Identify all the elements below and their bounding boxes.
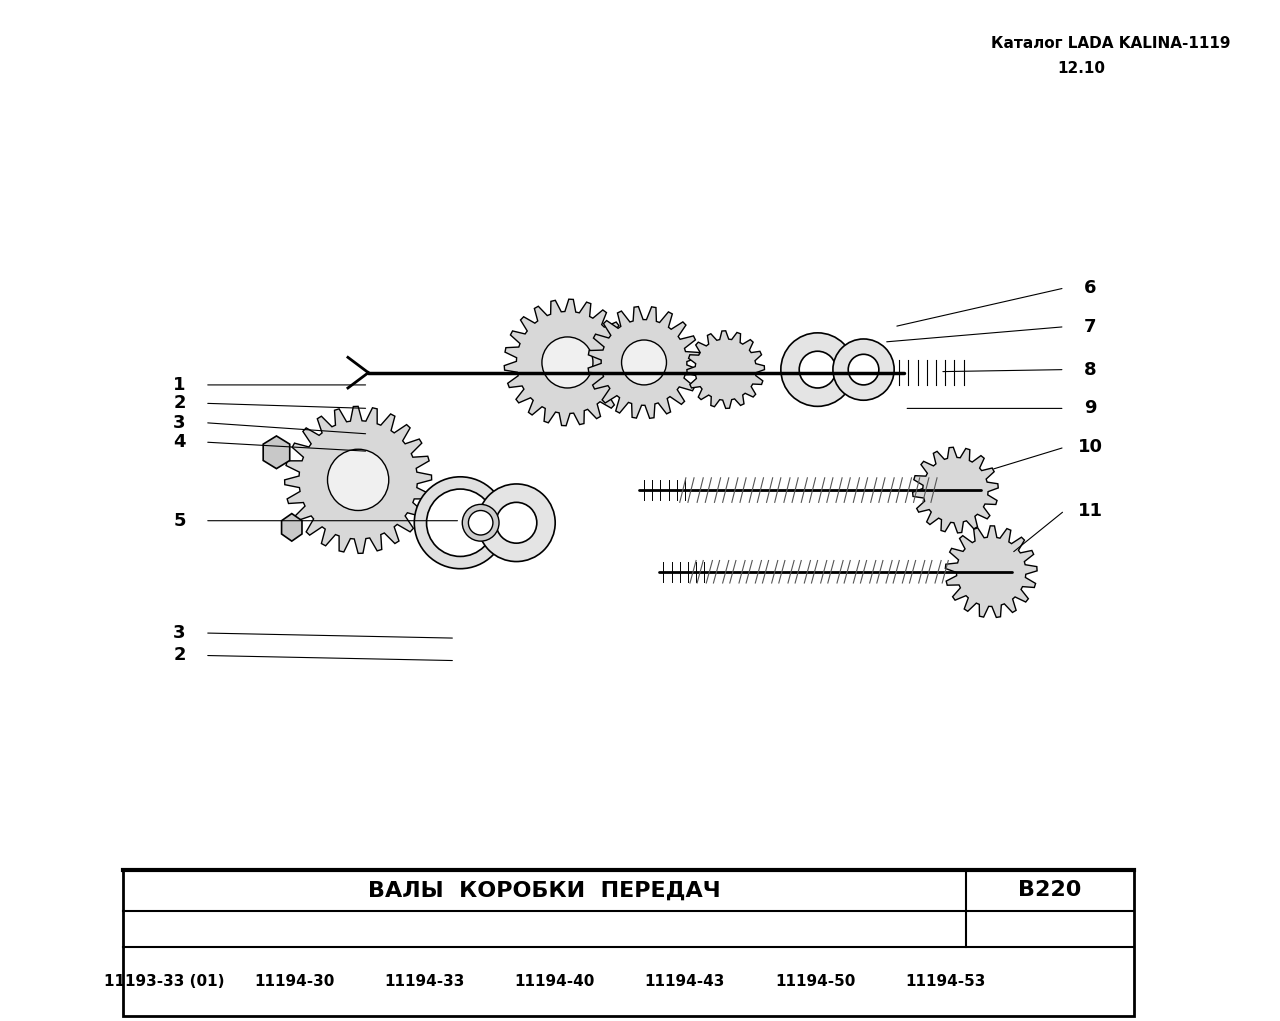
Text: 8: 8	[1084, 360, 1097, 379]
Circle shape	[799, 351, 836, 388]
Circle shape	[462, 504, 499, 541]
Polygon shape	[284, 406, 431, 553]
Circle shape	[541, 337, 593, 388]
Circle shape	[477, 484, 556, 562]
Circle shape	[833, 339, 895, 400]
Text: 11193-33 (01): 11193-33 (01)	[104, 974, 224, 989]
Text: 11: 11	[1078, 501, 1102, 520]
Polygon shape	[282, 514, 302, 541]
Circle shape	[495, 502, 536, 543]
Polygon shape	[504, 299, 631, 426]
Text: 11194-50: 11194-50	[774, 974, 855, 989]
Circle shape	[849, 354, 879, 385]
Bar	[123, 870, 1134, 1016]
Circle shape	[622, 340, 667, 385]
Text: 11194-53: 11194-53	[905, 974, 986, 989]
Text: 10: 10	[1078, 438, 1102, 456]
Circle shape	[781, 333, 854, 406]
Text: 3: 3	[173, 414, 186, 432]
Text: 11194-33: 11194-33	[384, 974, 465, 989]
Polygon shape	[588, 306, 700, 419]
Circle shape	[468, 510, 493, 535]
Text: ВАЛЫ  КОРОБКИ  ПЕРЕДАЧ: ВАЛЫ КОРОБКИ ПЕРЕДАЧ	[369, 880, 721, 901]
Text: 6: 6	[1084, 279, 1097, 297]
Text: 1: 1	[173, 376, 186, 394]
Text: 7: 7	[1084, 318, 1097, 336]
Text: 11194-40: 11194-40	[515, 974, 595, 989]
Text: 4: 4	[173, 433, 186, 451]
Circle shape	[415, 477, 506, 569]
Text: 5: 5	[173, 512, 186, 530]
Circle shape	[328, 449, 389, 510]
Text: 2: 2	[173, 394, 186, 412]
Polygon shape	[264, 436, 289, 469]
Polygon shape	[946, 526, 1037, 618]
Text: 9: 9	[1084, 399, 1097, 418]
Text: Каталог LADA KALINA-1119: Каталог LADA KALINA-1119	[991, 36, 1230, 51]
Text: 12.10: 12.10	[1057, 61, 1106, 77]
Text: 11194-30: 11194-30	[255, 974, 334, 989]
Text: 2: 2	[173, 646, 186, 665]
Text: В220: В220	[1018, 880, 1082, 901]
Text: 3: 3	[173, 624, 186, 642]
Polygon shape	[913, 447, 998, 533]
Polygon shape	[687, 331, 764, 408]
Circle shape	[426, 489, 494, 556]
Text: 11194-43: 11194-43	[645, 974, 724, 989]
